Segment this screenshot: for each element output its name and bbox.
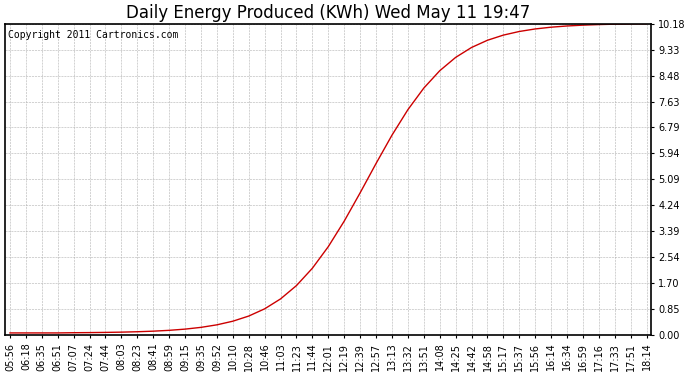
Title: Daily Energy Produced (KWh) Wed May 11 19:47: Daily Energy Produced (KWh) Wed May 11 1…	[126, 4, 531, 22]
Text: Copyright 2011 Cartronics.com: Copyright 2011 Cartronics.com	[8, 30, 179, 40]
